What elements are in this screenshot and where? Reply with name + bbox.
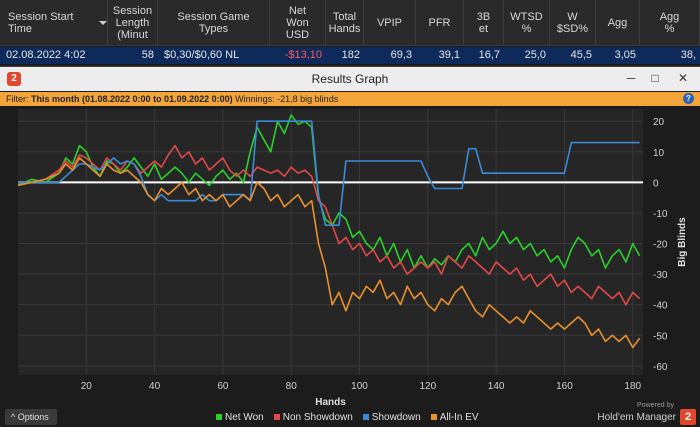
legend-label: Showdown (371, 411, 421, 423)
y-tick-label: 0 (653, 178, 659, 189)
column-header-label: Net Won USD (285, 5, 310, 41)
x-axis-label: Hands (315, 397, 346, 407)
table-cell-pfr: 39,1 (438, 49, 460, 61)
brand: Powered by Hold'em Manager 2 (597, 402, 696, 425)
chevron-up-icon: ^ (11, 412, 16, 422)
close-button[interactable]: ✕ (677, 71, 689, 85)
legend-swatch (430, 414, 437, 420)
legend-item[interactable]: Net Won (216, 410, 264, 424)
x-tick-label: 40 (149, 381, 161, 392)
column-header[interactable]: Session Game Types (158, 0, 270, 46)
column-header[interactable]: Agg % (640, 0, 700, 46)
series-line-non-showdown (17, 144, 641, 306)
maximize-button[interactable]: □ (651, 71, 659, 85)
column-header-label: PFR (428, 17, 451, 29)
y-tick-label: -30 (653, 270, 668, 281)
sort-arrow-icon[interactable] (99, 21, 107, 25)
table-cell-net_won: -$13,10 (284, 49, 322, 61)
column-header-label: Agg (607, 17, 628, 29)
table-cell-agg: 3,05 (614, 49, 636, 61)
x-tick-label: 180 (624, 381, 641, 392)
legend-swatch (216, 414, 222, 420)
column-header[interactable]: PFR (416, 0, 464, 46)
legend-item[interactable]: Showdown (362, 410, 421, 424)
column-header[interactable]: Session Length (Minut (108, 0, 158, 46)
legend-label: Net Won (225, 411, 264, 423)
y-tick-label: -10 (653, 209, 668, 220)
column-header[interactable]: Session Start Time (0, 0, 108, 46)
chart-legend: Net Won Non Showdown Showdown All-In EV (216, 410, 479, 424)
column-header-label: VPIP (376, 17, 403, 29)
column-header-label: Session Start Time (8, 11, 74, 35)
filter-label: Filter: (6, 94, 29, 104)
table-cell-hands: 182 (341, 49, 360, 61)
column-header[interactable]: Net Won USD (270, 0, 326, 46)
column-header-label: W $SD% (556, 11, 589, 35)
help-icon[interactable]: ? (683, 93, 694, 104)
options-label: Options (17, 412, 49, 422)
series-line-showdown (18, 120, 640, 226)
window-title: Results Graph (311, 72, 389, 86)
column-header[interactable]: VPIP (364, 0, 416, 46)
results-graph-window: 2 Results Graph ─ □ ✕ Filter: This month… (0, 66, 700, 426)
column-header-label: Total Hands (328, 11, 361, 35)
table-cell-vpip: 69,3 (390, 49, 412, 61)
legend-swatch (273, 414, 280, 420)
minimize-button[interactable]: ─ (626, 71, 636, 85)
column-header-label: 3B et (476, 11, 491, 35)
x-tick-label: 140 (488, 381, 505, 392)
results-chart-svg: 20 40 60 80 100 120 140 160 18020100-10-20-30-40… (17, 109, 688, 408)
table-cell-threebet: 16,7 (478, 49, 500, 61)
column-header[interactable]: Agg (596, 0, 640, 46)
column-header-label: Agg % (659, 11, 680, 35)
y-tick-label: 10 (653, 148, 665, 159)
y-tick-label: -40 (653, 301, 668, 312)
table-cell-wsd: 45,5 (570, 49, 592, 61)
x-tick-label: 160 (556, 381, 573, 392)
hm2-badge-icon: 2 (680, 409, 696, 425)
y-tick-label: -60 (653, 362, 668, 373)
plot-area (18, 109, 643, 375)
table-cell-start: 02.08.2022 4:02 (6, 49, 86, 61)
column-header-label: WTSD % (510, 11, 543, 35)
column-header[interactable]: 3B et (464, 0, 504, 46)
stats-table-header: Session Start Time Session Length (Minut S… (0, 0, 700, 46)
column-header[interactable]: WTSD % (504, 0, 550, 46)
y-tick-label: 20 (653, 117, 665, 128)
table-cell-wtsd: 25,0 (524, 49, 546, 61)
column-header-label: Session Length (Minut (112, 5, 153, 41)
x-tick-label: 120 (419, 381, 436, 392)
legend-label: Non Showdown (282, 411, 353, 423)
x-tick-label: 100 (351, 381, 368, 392)
x-tick-label: 20 (81, 381, 93, 392)
series-line-net-won (17, 114, 641, 269)
table-cell-aggpct: 38, (680, 49, 696, 61)
legend-item[interactable]: Non Showdown (273, 410, 353, 424)
column-header[interactable]: W $SD% (550, 0, 596, 46)
x-tick-label: 60 (217, 381, 229, 392)
legend-swatch (362, 414, 369, 420)
column-header-label: Session Game Types (177, 11, 250, 35)
column-header[interactable]: Total Hands (326, 0, 364, 46)
table-cell-length: 58 (141, 49, 154, 61)
series-line-all-in-ev (17, 157, 641, 349)
filter-range: This month (01.08.2022 0:00 to 01.09.202… (31, 94, 233, 104)
filter-bar[interactable]: Filter: This month (01.08.2022 0:00 to 0… (0, 92, 700, 106)
legend-item[interactable]: All-In EV (430, 410, 479, 424)
legend-label: All-In EV (439, 411, 479, 423)
results-chart: 20 40 60 80 100 120 140 160 180 20 10 0 -10 -20 -30 -40… (0, 107, 700, 427)
brand-name: Hold'em Manager (597, 411, 676, 423)
y-tick-label: -50 (653, 331, 668, 342)
filter-winnings: Winnings: -21,8 big blinds (235, 94, 339, 104)
options-button[interactable]: ^ Options (5, 409, 57, 425)
y-axis-label: Big Blinds (677, 217, 688, 267)
window-titlebar: 2 Results Graph ─ □ ✕ (0, 67, 700, 91)
table-row[interactable]: 02.08.2022 4:02 58 $0,30/$0,60 NL -$13,10 18… (0, 47, 700, 64)
table-cell-game: $0,30/$0,60 NL (164, 49, 240, 61)
x-tick-label: 80 (286, 381, 298, 392)
hm2-logo-icon: 2 (7, 72, 21, 86)
y-tick-label: -20 (653, 240, 668, 251)
powered-by-text: Powered by (637, 402, 674, 409)
